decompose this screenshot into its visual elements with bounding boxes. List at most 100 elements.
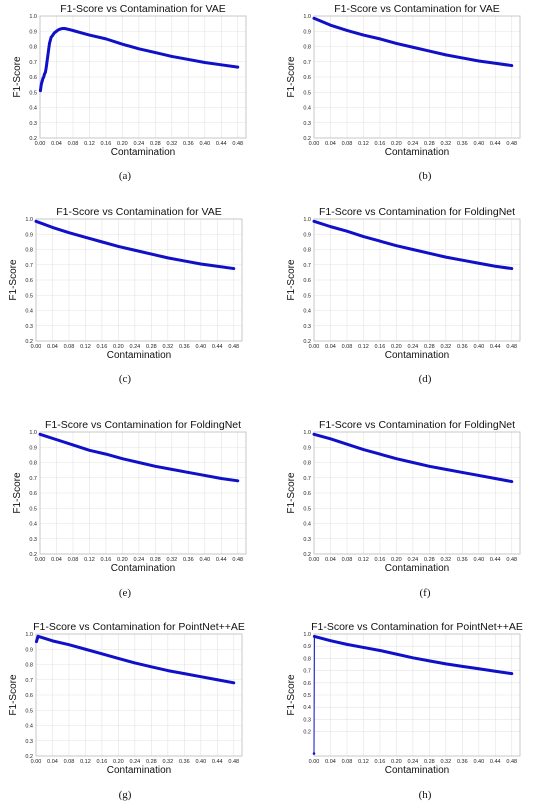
x-tick-label: 0.12 (84, 557, 95, 563)
y-tick-label: 0.9 (25, 232, 33, 238)
data-point (428, 465, 431, 468)
x-tick-label: 0.40 (473, 557, 484, 563)
data-point (345, 643, 349, 646)
data-point (232, 681, 236, 685)
x-tick-label: 0.36 (457, 344, 468, 350)
data-point (49, 39, 52, 42)
chart-panel-g: 0.2 0.3 0.4 0.5 0.6 0.7 0.8 0.9 1.0 0.00 0.04 0.08 0… (4, 620, 264, 785)
data-point (345, 229, 349, 233)
data-point (428, 252, 431, 255)
data-point (444, 662, 448, 666)
data-point (510, 267, 514, 270)
data-point (510, 672, 514, 675)
x-tick-label: 0.32 (440, 759, 451, 765)
x-tick-label: 0.12 (358, 344, 369, 350)
y-tick-label: 0.6 (25, 693, 33, 699)
plot-frame (35, 633, 243, 757)
caption-h: (h) (418, 789, 432, 801)
y-tick-label: 0.3 (303, 121, 311, 127)
y-tick-label: 0.6 (29, 491, 37, 497)
x-tick-label: 0.36 (179, 344, 190, 350)
caption-a: (a) (118, 170, 132, 182)
x-tick-label: 0.00 (309, 344, 320, 350)
data-point (395, 457, 398, 460)
x-tick-label: 0.12 (358, 759, 369, 765)
data-point (461, 471, 464, 474)
y-tick-label: 0.2 (303, 730, 311, 736)
y-axis-label: F1-Score (12, 56, 23, 98)
x-tick-label: 0.36 (183, 557, 194, 563)
data-point (39, 89, 42, 93)
data-point (63, 27, 67, 30)
x-tick-label: 0.28 (146, 759, 157, 765)
data-point (428, 49, 431, 53)
x-axis-label: Contamination (111, 147, 175, 158)
data-point (345, 29, 349, 32)
y-tick-label: 0.7 (29, 476, 37, 482)
data-point (444, 53, 448, 57)
y-tick-label: 0.5 (25, 708, 33, 714)
x-tick-label: 0.44 (216, 141, 227, 147)
x-tick-label: 0.16 (375, 759, 386, 765)
y-tick-label: 0.3 (29, 121, 37, 127)
data-point (362, 235, 365, 238)
x-axis-label: Contamination (107, 765, 171, 776)
data-point (150, 665, 153, 669)
data-point (71, 29, 75, 32)
chart-svg: 0.2 0.3 0.4 0.5 0.6 0.7 0.8 0.9 1.0 0.00 0.04 0.08 0… (286, 419, 521, 574)
y-tick-label: 0.4 (25, 724, 33, 730)
data-point (199, 675, 203, 678)
x-tick-label: 0.44 (490, 557, 501, 563)
data-point (88, 449, 91, 452)
data-point (84, 236, 87, 239)
x-tick-label: 0.04 (47, 344, 58, 350)
x-tick-label: 0.08 (342, 557, 353, 563)
x-tick-label: 0.00 (309, 141, 320, 147)
y-tick-label: 1.0 (29, 430, 37, 436)
x-tick-label: 0.48 (506, 344, 517, 350)
data-point (51, 226, 54, 229)
y-axis-label: F1-Score (286, 259, 297, 301)
data-point (477, 667, 481, 671)
data-point (40, 80, 44, 83)
data-point (493, 264, 497, 268)
data-point (150, 252, 153, 256)
x-tick-label: 0.24 (408, 141, 419, 147)
data-point (461, 56, 464, 60)
data-point (219, 477, 223, 480)
chart-svg: 0.2 0.3 0.4 0.5 0.6 0.7 0.8 0.9 1.0 0.00 0.04 0.08 0… (12, 3, 247, 158)
y-tick-label: 0.7 (303, 476, 311, 482)
data-point (67, 643, 71, 646)
chart-title: F1-Score vs Contamination for VAE (60, 3, 226, 15)
x-axis-label: Contamination (107, 350, 171, 361)
data-point (510, 480, 514, 483)
x-axis-label: Contamination (385, 350, 449, 361)
x-tick-label: 0.00 (31, 759, 42, 765)
data-point (133, 661, 137, 665)
x-tick-label: 0.08 (68, 141, 79, 147)
y-tick-label: 0.4 (29, 522, 37, 528)
data-point (57, 28, 60, 32)
x-tick-label: 0.36 (183, 141, 194, 147)
data-point (170, 468, 174, 471)
y-tick-label: 0.9 (303, 445, 311, 451)
x-tick-label: 0.24 (408, 557, 419, 563)
y-tick-label: 0.7 (25, 263, 33, 269)
caption-d: (d) (418, 373, 432, 385)
x-axis-label: Contamination (385, 563, 449, 574)
x-tick-label: 0.36 (457, 759, 468, 765)
data-point (35, 640, 38, 643)
y-tick-label: 0.3 (303, 717, 311, 723)
data-point (100, 652, 104, 656)
data-point (67, 28, 71, 31)
y-tick-label: 0.4 (303, 309, 311, 315)
x-tick-label: 0.04 (51, 557, 62, 563)
data-point (477, 59, 481, 63)
chart-svg: 0.2 0.3 0.4 0.5 0.6 0.7 0.8 0.9 1.0 0.00 0.04 0.08 0… (8, 206, 243, 361)
y-axis-label: F1-Score (286, 56, 297, 98)
data-point (61, 27, 64, 30)
y-tick-label: 0.8 (29, 461, 37, 467)
y-tick-label: 0.2 (303, 552, 311, 558)
data-point (36, 634, 40, 638)
y-tick-label: 0.4 (303, 522, 311, 528)
